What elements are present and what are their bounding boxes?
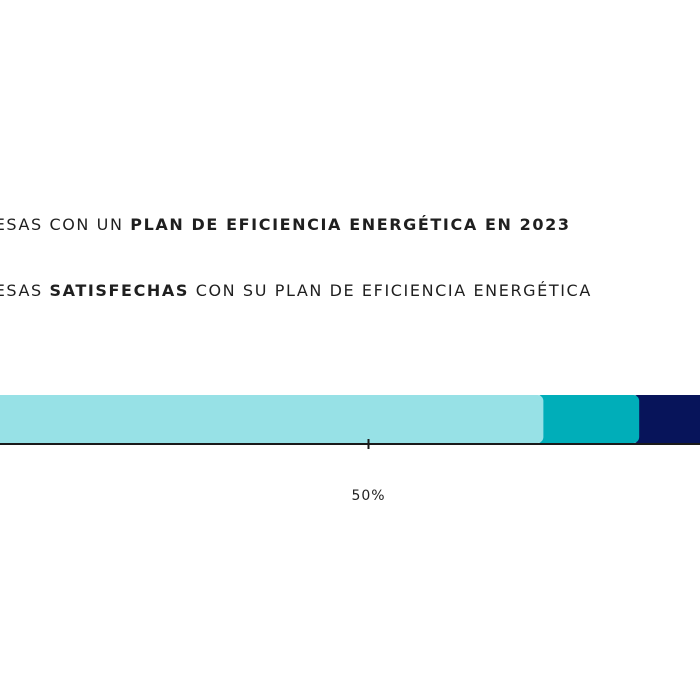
legend-entry-satisfied-suffix: CON SU PLAN DE EFICIENCIA ENERGÉTICA [189, 281, 592, 300]
bar-segment-2 [535, 395, 640, 443]
x-tick-label-1: 50% [351, 488, 385, 504]
legend-entry-plan: RESAS CON UN PLAN DE EFICIENCIA ENERGÉTI… [0, 215, 571, 234]
bar-segment-1 [0, 395, 544, 443]
legend-entry-satisfied-prefix: RESAS [0, 281, 43, 300]
legend-entry-plan-bold: PLAN DE EFICIENCIA ENERGÉTICA EN 2023 [130, 215, 571, 234]
bar-segment-3 [631, 395, 700, 443]
bar-group [0, 395, 700, 443]
legend-entry-satisfied-bold: SATISFECHAS [49, 281, 190, 300]
legend-entry-satisfied: RESAS SATISFECHAS CON SU PLAN DE EFICIEN… [0, 281, 592, 300]
legend-entry-plan-prefix: RESAS CON UN [0, 215, 124, 234]
x-axis-ticks: 50% [351, 439, 385, 504]
